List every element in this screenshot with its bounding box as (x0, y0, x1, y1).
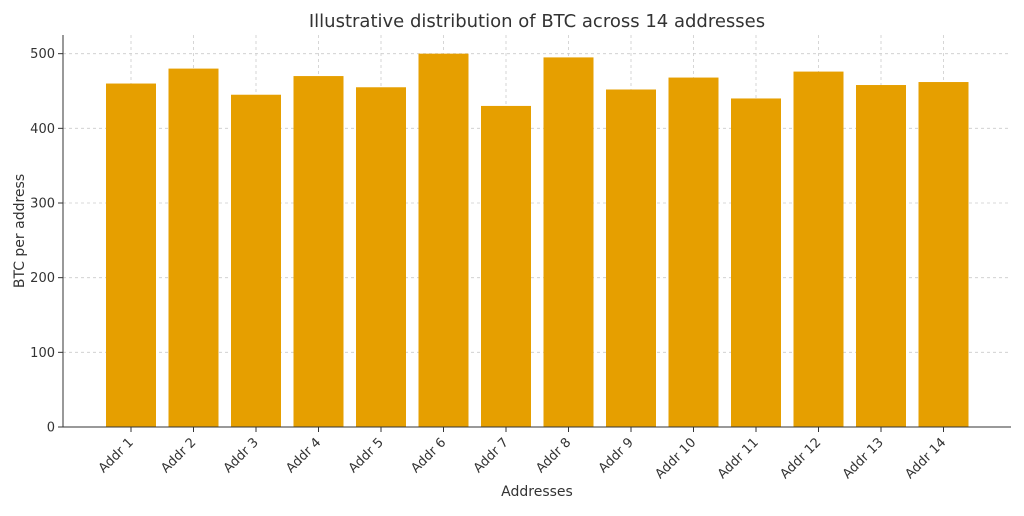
x-tick-label: Addr 11 (715, 435, 762, 482)
x-tick-label: Addr 7 (471, 435, 512, 476)
x-tick-label: Addr 8 (533, 435, 574, 476)
x-tick-label: Addr 1 (96, 435, 137, 476)
chart-title: Illustrative distribution of BTC across … (309, 11, 765, 32)
bar (918, 82, 969, 427)
x-tick-label: Addr 14 (903, 435, 950, 482)
y-tick-label: 0 (47, 421, 55, 436)
y-ticks: 0 100 200 300 400 500 (30, 47, 63, 436)
x-tick-label: Addr 13 (840, 435, 887, 482)
x-tick-label: Addr 12 (778, 435, 825, 482)
bar (856, 85, 906, 427)
bar (793, 71, 844, 427)
bar (668, 77, 719, 427)
bar (356, 87, 406, 428)
bar (106, 83, 156, 428)
x-tick-label: Addr 10 (653, 435, 700, 482)
y-tick-label: 100 (30, 346, 55, 361)
x-tick-label: Addr 2 (158, 435, 199, 476)
bar (168, 68, 219, 427)
x-ticks: Addr 1 Addr 2 Addr 3 Addr 4 Addr 5 Addr 6 Addr… (96, 427, 949, 482)
x-tick-label: Addr 4 (283, 435, 324, 476)
y-tick-label: 400 (30, 122, 55, 137)
bar (543, 57, 594, 428)
x-tick-label: Addr 3 (221, 435, 262, 476)
bar (293, 76, 344, 428)
x-axis-label: Addresses (501, 484, 573, 500)
y-axis-label: BTC per address (12, 174, 28, 288)
y-tick-label: 300 (30, 197, 55, 212)
axes (62, 35, 1011, 428)
bar (606, 89, 656, 428)
bar (731, 98, 781, 427)
bars (106, 53, 969, 428)
y-tick-label: 200 (30, 271, 55, 286)
bar (418, 53, 469, 428)
x-tick-label: Addr 5 (346, 435, 387, 476)
y-tick-label: 500 (30, 47, 55, 62)
x-tick-label: Addr 9 (596, 435, 637, 476)
x-tick-label: Addr 6 (408, 435, 449, 476)
bar (231, 94, 281, 427)
bar (481, 105, 531, 427)
